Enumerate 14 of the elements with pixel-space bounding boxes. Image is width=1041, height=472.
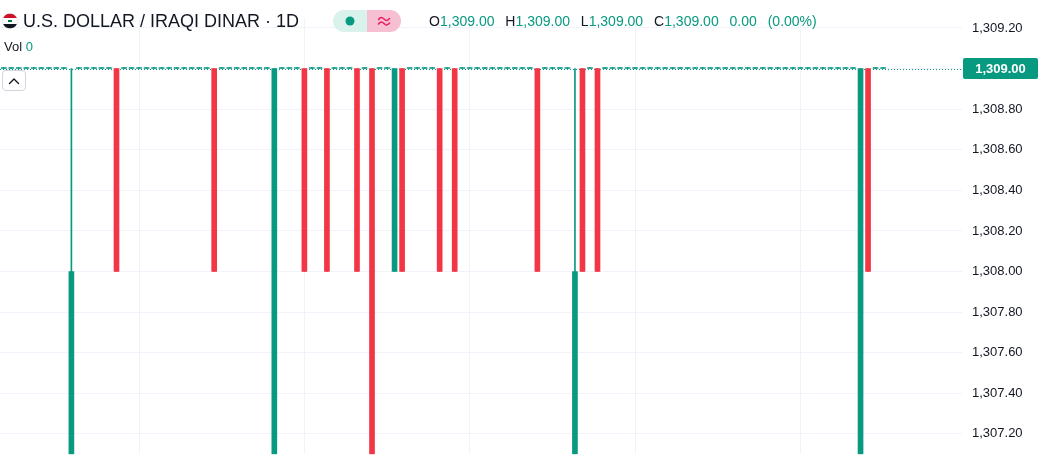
chart-title: U.S. DOLLAR / IRAQI DINAR · 1D — [23, 10, 300, 32]
y-tick-label: 1,307.40 — [972, 384, 1023, 400]
y-tick-label: 1,308.80 — [972, 100, 1023, 116]
y-tick-label: 1,307.20 — [972, 425, 1023, 441]
y-tick-label: 1,308.00 — [972, 263, 1023, 279]
ref-line-label: 1,309.00 — [975, 60, 1026, 76]
y-tick-label: 1,308.20 — [972, 222, 1023, 238]
y-tick-label: 1,307.60 — [972, 344, 1023, 360]
y-tick-label: 1,308.60 — [972, 141, 1023, 157]
annotation: Vol 0 — [4, 39, 33, 54]
y-tick-label: 1,307.80 — [972, 303, 1023, 319]
chart-subtitle: O1,309.00 H1,309.00 L1,309.00 C1,309.00 0.00 (0.00%) — [429, 13, 817, 29]
y-tick-label: 1,308.40 — [972, 181, 1023, 197]
y-tick-label: 1,309.20 — [972, 19, 1023, 35]
